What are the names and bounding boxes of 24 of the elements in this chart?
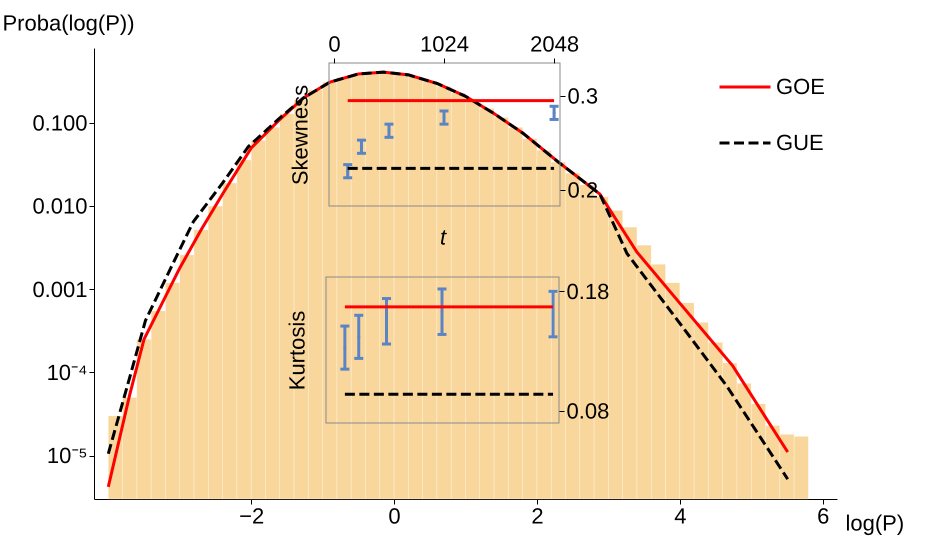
y-tick-label: 0.001	[32, 276, 88, 302]
y-tick-label: 0.100	[32, 110, 88, 136]
y-tick-label: 0.08	[566, 398, 610, 424]
y-tick-label: 10⁻⁴	[46, 360, 88, 385]
x-axis-title: log(P)	[846, 510, 904, 536]
y-tick-label: 0.010	[32, 194, 88, 219]
y-axis-title: Kurtosis	[284, 310, 310, 390]
x-tick-label: 0	[388, 504, 401, 528]
y-axis-title: Skewness	[288, 84, 312, 186]
x-tick-label: 2	[531, 504, 544, 528]
x-tick-label: 0	[328, 32, 341, 56]
y-axis-title: Proba(log(P))	[2, 10, 135, 36]
y-tick-label: 0.3	[568, 83, 598, 108]
y-tick-label: 0.2	[568, 178, 598, 203]
y-tick-label: 0.18	[566, 278, 610, 304]
x-tick-label: 2048	[530, 32, 580, 56]
legend-label: GOE	[776, 74, 825, 99]
x-tick-label: 6	[817, 504, 830, 528]
x-tick-label: −2	[239, 504, 264, 528]
y-tick-label: 10⁻⁵	[46, 443, 88, 468]
x-tick-label: 4	[674, 504, 686, 528]
x-axis-title: t	[440, 224, 447, 250]
legend-label: GUE	[776, 130, 824, 155]
x-tick-label: 1024	[420, 32, 469, 56]
